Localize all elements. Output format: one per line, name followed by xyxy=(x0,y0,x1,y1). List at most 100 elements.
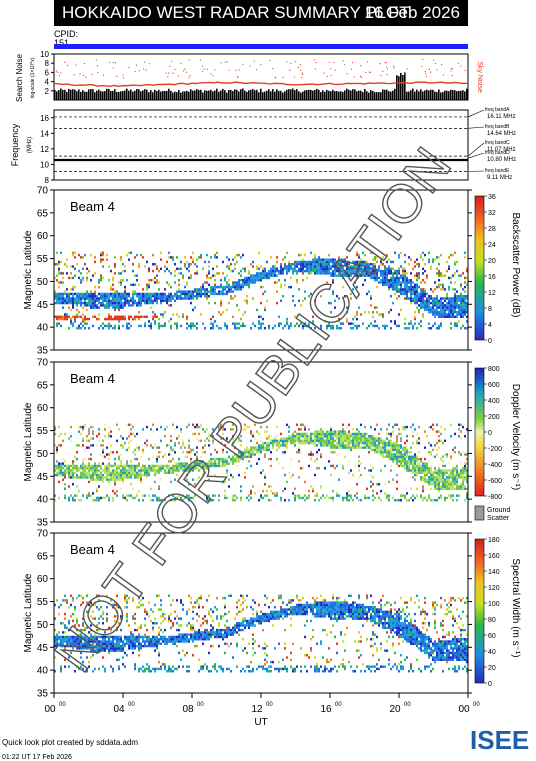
power-cell xyxy=(352,322,354,325)
velocity-cell xyxy=(78,489,80,493)
velocity-cell xyxy=(342,423,344,426)
power-cell xyxy=(432,301,434,305)
noise-dot xyxy=(97,72,99,74)
noise-bar xyxy=(204,90,206,100)
velocity-cell xyxy=(70,494,72,497)
power-cell xyxy=(80,327,82,330)
power-cell xyxy=(92,315,94,318)
velocity-cell xyxy=(420,478,422,481)
power-cell xyxy=(72,251,74,254)
power-cell xyxy=(394,281,396,284)
velocity-cell xyxy=(92,467,94,470)
velocity-cell xyxy=(58,464,60,468)
velocity-cell xyxy=(428,460,430,463)
velocity-cell xyxy=(324,432,326,436)
velocity-cell xyxy=(68,496,70,500)
power-cell xyxy=(156,295,158,298)
power-cell xyxy=(106,253,108,257)
power-cell xyxy=(128,301,130,305)
power-cell xyxy=(98,281,100,284)
velocity-cell xyxy=(330,439,332,442)
velocity-cell xyxy=(224,464,226,468)
power-cell xyxy=(196,272,198,275)
power-cell xyxy=(374,320,376,323)
velocity-cell xyxy=(278,444,280,447)
velocity-cell xyxy=(320,453,322,456)
velocity-cell xyxy=(350,441,352,445)
velocity-cell xyxy=(132,487,134,490)
velocity-cell xyxy=(118,464,120,468)
power-cell xyxy=(232,283,234,286)
velocity-cell xyxy=(170,480,172,484)
velocity-cell xyxy=(414,469,416,472)
power-cell xyxy=(84,292,86,296)
power-cell xyxy=(440,304,442,307)
velocity-cell xyxy=(126,460,128,463)
power-cell xyxy=(460,285,462,289)
noise-bar xyxy=(268,89,270,100)
velocity-cell xyxy=(174,499,176,502)
velocity-cell xyxy=(90,478,92,481)
velocity-cell xyxy=(298,448,300,452)
power-cell xyxy=(222,288,224,291)
noise-bar xyxy=(72,89,74,100)
power-cell xyxy=(360,274,362,277)
power-cell xyxy=(368,263,370,266)
noise-bar xyxy=(290,89,292,100)
velocity-cell xyxy=(198,432,200,436)
velocity-cell xyxy=(444,428,446,431)
power-cell xyxy=(386,279,388,282)
velocity-cell xyxy=(112,476,114,479)
power-cell xyxy=(286,317,288,321)
velocity-cell xyxy=(190,460,192,463)
velocity-cell xyxy=(324,444,326,447)
width-cell xyxy=(80,656,82,659)
power-cell xyxy=(262,285,264,289)
velocity-cell xyxy=(120,444,122,447)
velocity-cell xyxy=(408,460,410,463)
power-cell xyxy=(158,327,160,330)
power-cell xyxy=(354,315,356,318)
power-cell xyxy=(146,285,148,289)
power-cell xyxy=(392,283,394,286)
power-cell xyxy=(374,265,376,268)
velocity-cell xyxy=(434,476,436,479)
velocity-cell xyxy=(104,467,106,470)
power-cell xyxy=(178,283,180,286)
velocity-cell xyxy=(368,446,370,449)
power-cell xyxy=(180,290,182,293)
velocity-cell xyxy=(198,469,200,472)
velocity-cell xyxy=(126,494,128,497)
power-cell xyxy=(116,290,118,293)
power-cell xyxy=(346,260,348,264)
power-cell xyxy=(58,295,60,298)
power-cell xyxy=(120,279,122,282)
noise-dot xyxy=(300,69,302,71)
width-cell xyxy=(102,640,104,643)
velocity-cell xyxy=(80,432,82,436)
velocity-cell xyxy=(412,430,414,433)
velocity-cell xyxy=(374,446,376,449)
power-cell xyxy=(412,288,414,291)
power-cell xyxy=(386,267,388,270)
noise-dot xyxy=(382,70,384,72)
velocity-cell xyxy=(412,462,414,465)
velocity-cell xyxy=(262,446,264,449)
power-cell xyxy=(264,306,266,309)
frequency-ytick-label: 14 xyxy=(40,129,49,138)
width-cell xyxy=(84,626,86,629)
power-cell xyxy=(126,292,128,296)
noise-bar xyxy=(160,91,162,100)
power-cell xyxy=(154,292,156,296)
power-cell xyxy=(56,301,58,305)
power-cell xyxy=(264,272,266,275)
power-cell xyxy=(176,267,178,270)
power-cell xyxy=(334,299,336,302)
velocity-cell xyxy=(130,471,132,474)
noise-bar xyxy=(358,90,360,100)
velocity-cell xyxy=(356,492,358,495)
power-cell xyxy=(422,279,424,282)
power-cell xyxy=(460,292,462,296)
noise-dot xyxy=(403,73,405,75)
power-cell xyxy=(356,324,358,328)
